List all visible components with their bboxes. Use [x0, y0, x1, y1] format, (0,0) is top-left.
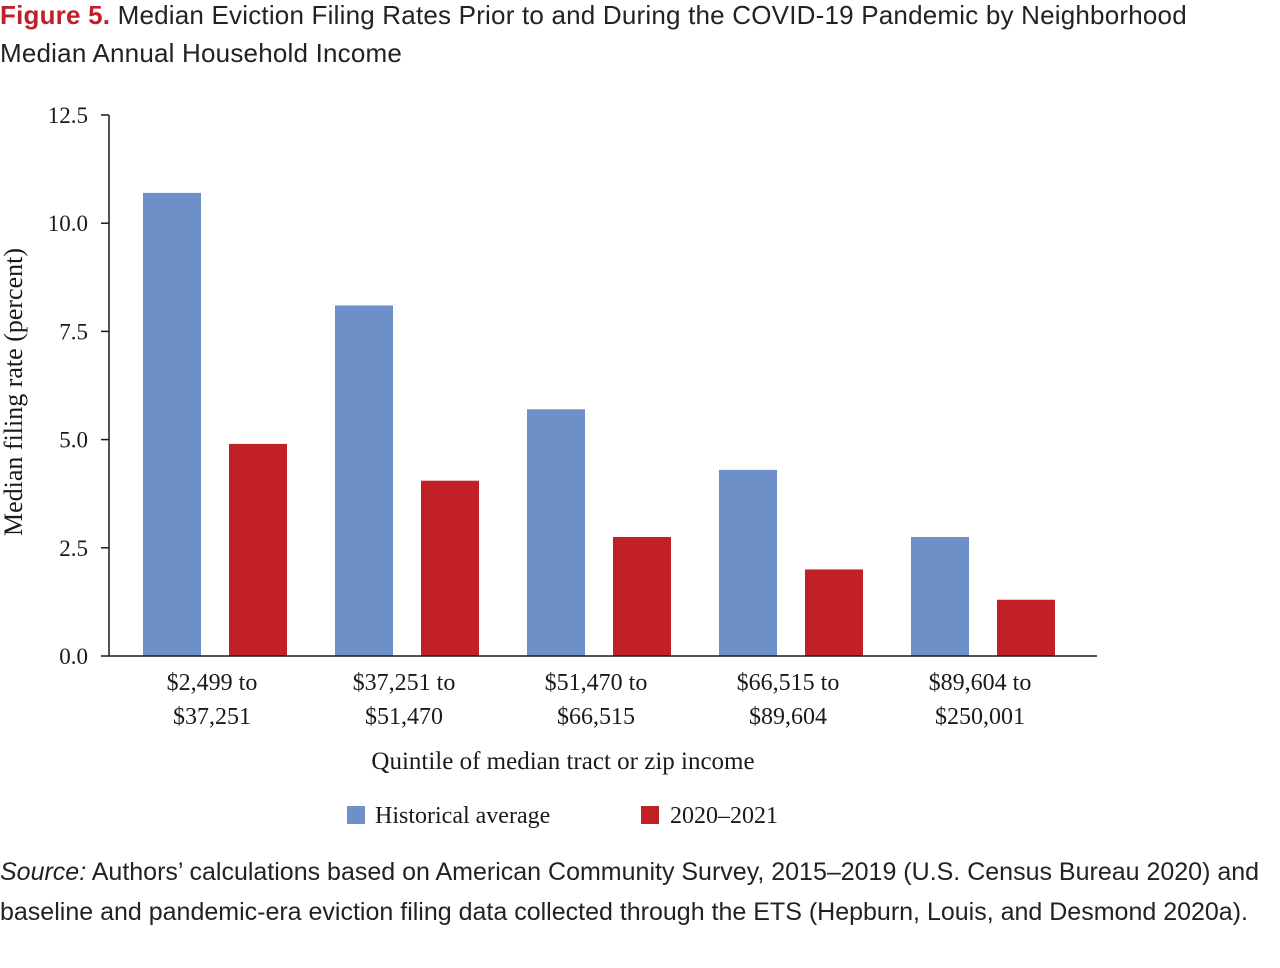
y-ticks-group: 0.0 2.5 5.0 7.5 10.0 12.5: [48, 103, 109, 669]
y-tick-label: 10.0: [48, 211, 88, 236]
source-note: Source: Authors’ calculations based on A…: [0, 852, 1280, 932]
bar-historical-2: [335, 305, 393, 656]
bar-pandemic-1: [229, 443, 287, 656]
x-tick-label: $37,251: [173, 704, 251, 730]
y-tick-label: 0.0: [59, 644, 88, 669]
x-tick-label: $66,515 to: [737, 670, 840, 696]
bar-historical-3: [527, 409, 585, 656]
x-tick-label: $37,251 to: [353, 670, 456, 696]
y-tick-label: 7.5: [59, 319, 88, 344]
x-tick-label: $51,470: [365, 704, 443, 730]
y-axis-label: Median filing rate (percent): [0, 248, 28, 536]
legend-label: 2020–2021: [670, 803, 778, 829]
x-ticks-group: $2,499 to $37,251 $37,251 to $51,470 $51,470…: [167, 670, 1032, 730]
bar-pandemic-5: [997, 599, 1055, 656]
y-tick-label: 2.5: [59, 536, 88, 561]
bar-pandemic-4: [805, 569, 863, 656]
legend-swatch: [347, 806, 365, 824]
x-tick-label: $66,515: [557, 704, 635, 730]
legend: Historical average 2020–2021: [347, 803, 778, 829]
bar-historical-4: [719, 469, 777, 656]
legend-label: Historical average: [375, 803, 550, 829]
figure-title: Figure 5. Median Eviction Filing Rates P…: [0, 0, 1280, 72]
figure-label: Figure 5.: [0, 0, 111, 30]
x-tick-label: $89,604 to: [929, 670, 1032, 696]
bar-historical-5: [911, 536, 969, 656]
bars-group: [143, 192, 1055, 657]
x-tick-label: $2,499 to: [167, 670, 258, 696]
x-axis-label: Quintile of median tract or zip income: [371, 748, 754, 775]
y-tick-label: 5.0: [59, 428, 88, 453]
source-label: Source:: [0, 858, 87, 886]
legend-swatch: [641, 806, 659, 824]
bar-pandemic-3: [613, 536, 671, 656]
source-text: Authors’ calculations based on American …: [0, 858, 1260, 926]
bar-pandemic-2: [421, 480, 479, 656]
x-tick-label: $250,001: [935, 704, 1025, 730]
y-tick-label: 12.5: [48, 103, 88, 128]
x-tick-label: $51,470 to: [545, 670, 648, 696]
figure-title-text: Median Eviction Filing Rates Prior to an…: [0, 0, 1187, 68]
bar-historical-1: [143, 192, 201, 657]
x-tick-label: $89,604: [749, 704, 827, 730]
